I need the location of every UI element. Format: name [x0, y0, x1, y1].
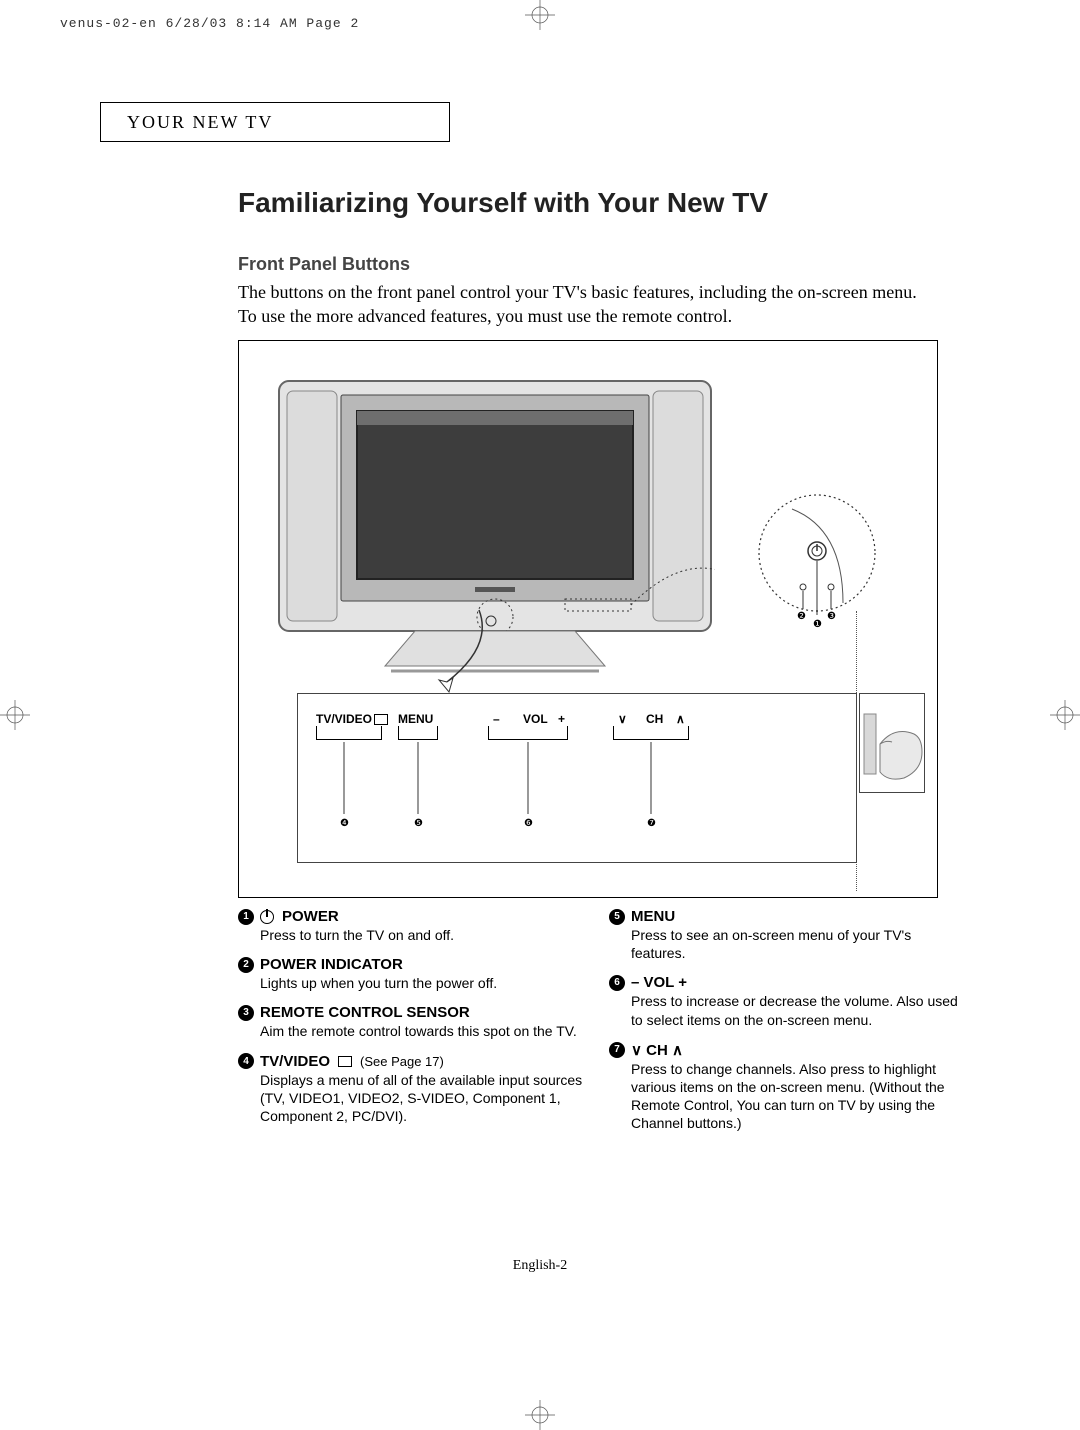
arrow-panel [419, 606, 499, 696]
side-hand-callout [859, 693, 925, 793]
num-4: 4 [238, 1053, 254, 1069]
callout-7: ❼ [647, 818, 656, 829]
desc-6: Press to increase or decrease the volume… [631, 992, 958, 1028]
print-slug: venus-02-en 6/28/03 8:14 AM Page 2 [60, 16, 359, 31]
crop-mark-right [1050, 700, 1080, 730]
num-5: 5 [609, 909, 625, 925]
page-title: Familiarizing Yourself with Your New TV [238, 187, 768, 219]
footer-page: 2 [560, 1258, 567, 1273]
diagram-box: ❶ ❷ ❸ TV/VIDEO MENU – VOL + ∨ CH ∧ ❹ ❺ ❻… [238, 340, 938, 898]
legend-item-4: 4 TV/VIDEO (See Page 17) Displays a menu… [238, 1053, 587, 1126]
legend-col-right: 5 MENU Press to see an on-screen menu of… [609, 908, 958, 1145]
crop-mark-left [0, 700, 30, 730]
desc-2: Lights up when you turn the power off. [260, 974, 587, 992]
svg-text:❷: ❷ [797, 611, 806, 622]
sub-title: Front Panel Buttons [238, 254, 410, 275]
title-1: POWER [282, 908, 339, 925]
desc-3: Aim the remote control towards this spot… [260, 1022, 587, 1040]
num-1: 1 [238, 909, 254, 925]
legend-item-5: 5 MENU Press to see an on-screen menu of… [609, 908, 958, 962]
page-footer: English-2 [513, 1258, 567, 1274]
num-6: 6 [609, 975, 625, 991]
svg-text:❸: ❸ [827, 611, 836, 622]
section-box: YOUR NEW TV [100, 102, 450, 142]
legend: 1 POWER Press to turn the TV on and off.… [238, 908, 958, 1145]
svg-text:❶: ❶ [813, 619, 822, 630]
legend-item-2: 2 POWER INDICATOR Lights up when you tur… [238, 956, 587, 992]
power-callout: ❶ ❷ ❸ [747, 491, 907, 651]
legend-item-3: 3 REMOTE CONTROL SENSOR Aim the remote c… [238, 1004, 587, 1040]
tvvideo-icon [338, 1056, 352, 1067]
num-3: 3 [238, 1005, 254, 1021]
legend-item-1: 1 POWER Press to turn the TV on and off. [238, 908, 587, 944]
intro-paragraph: The buttons on the front panel control y… [238, 280, 938, 329]
desc-1: Press to turn the TV on and off. [260, 926, 587, 944]
hand-icon [860, 694, 926, 794]
title-5: MENU [631, 908, 675, 925]
callout-5: ❺ [414, 818, 423, 829]
section-title: YOUR NEW TV [127, 112, 273, 133]
power-icon [260, 910, 274, 924]
title-3: REMOTE CONTROL SENSOR [260, 1004, 470, 1021]
footer-label: English- [513, 1258, 560, 1273]
num-7: 7 [609, 1042, 625, 1058]
note-4: (See Page 17) [360, 1054, 444, 1069]
title-4: TV/VIDEO [260, 1053, 330, 1070]
legend-item-7: 7 ∨ CH ∧ Press to change channels. Also … [609, 1041, 958, 1133]
button-panel: TV/VIDEO MENU – VOL + ∨ CH ∧ ❹ ❺ ❻ ❼ [297, 693, 857, 863]
title-6: – VOL + [631, 974, 687, 991]
desc-4: Displays a menu of all of the available … [260, 1071, 587, 1126]
desc-7: Press to change channels. Also press to … [631, 1060, 958, 1133]
legend-item-6: 6 – VOL + Press to increase or decrease … [609, 974, 958, 1028]
desc-5: Press to see an on-screen menu of your T… [631, 926, 958, 962]
callout-4: ❹ [340, 818, 349, 829]
crop-mark-bottom [525, 1400, 555, 1430]
legend-col-left: 1 POWER Press to turn the TV on and off.… [238, 908, 587, 1145]
title-7: ∨ CH ∧ [631, 1041, 683, 1059]
title-2: POWER INDICATOR [260, 956, 403, 973]
crop-mark-top [525, 0, 555, 30]
callout-6: ❻ [524, 818, 533, 829]
num-2: 2 [238, 957, 254, 973]
